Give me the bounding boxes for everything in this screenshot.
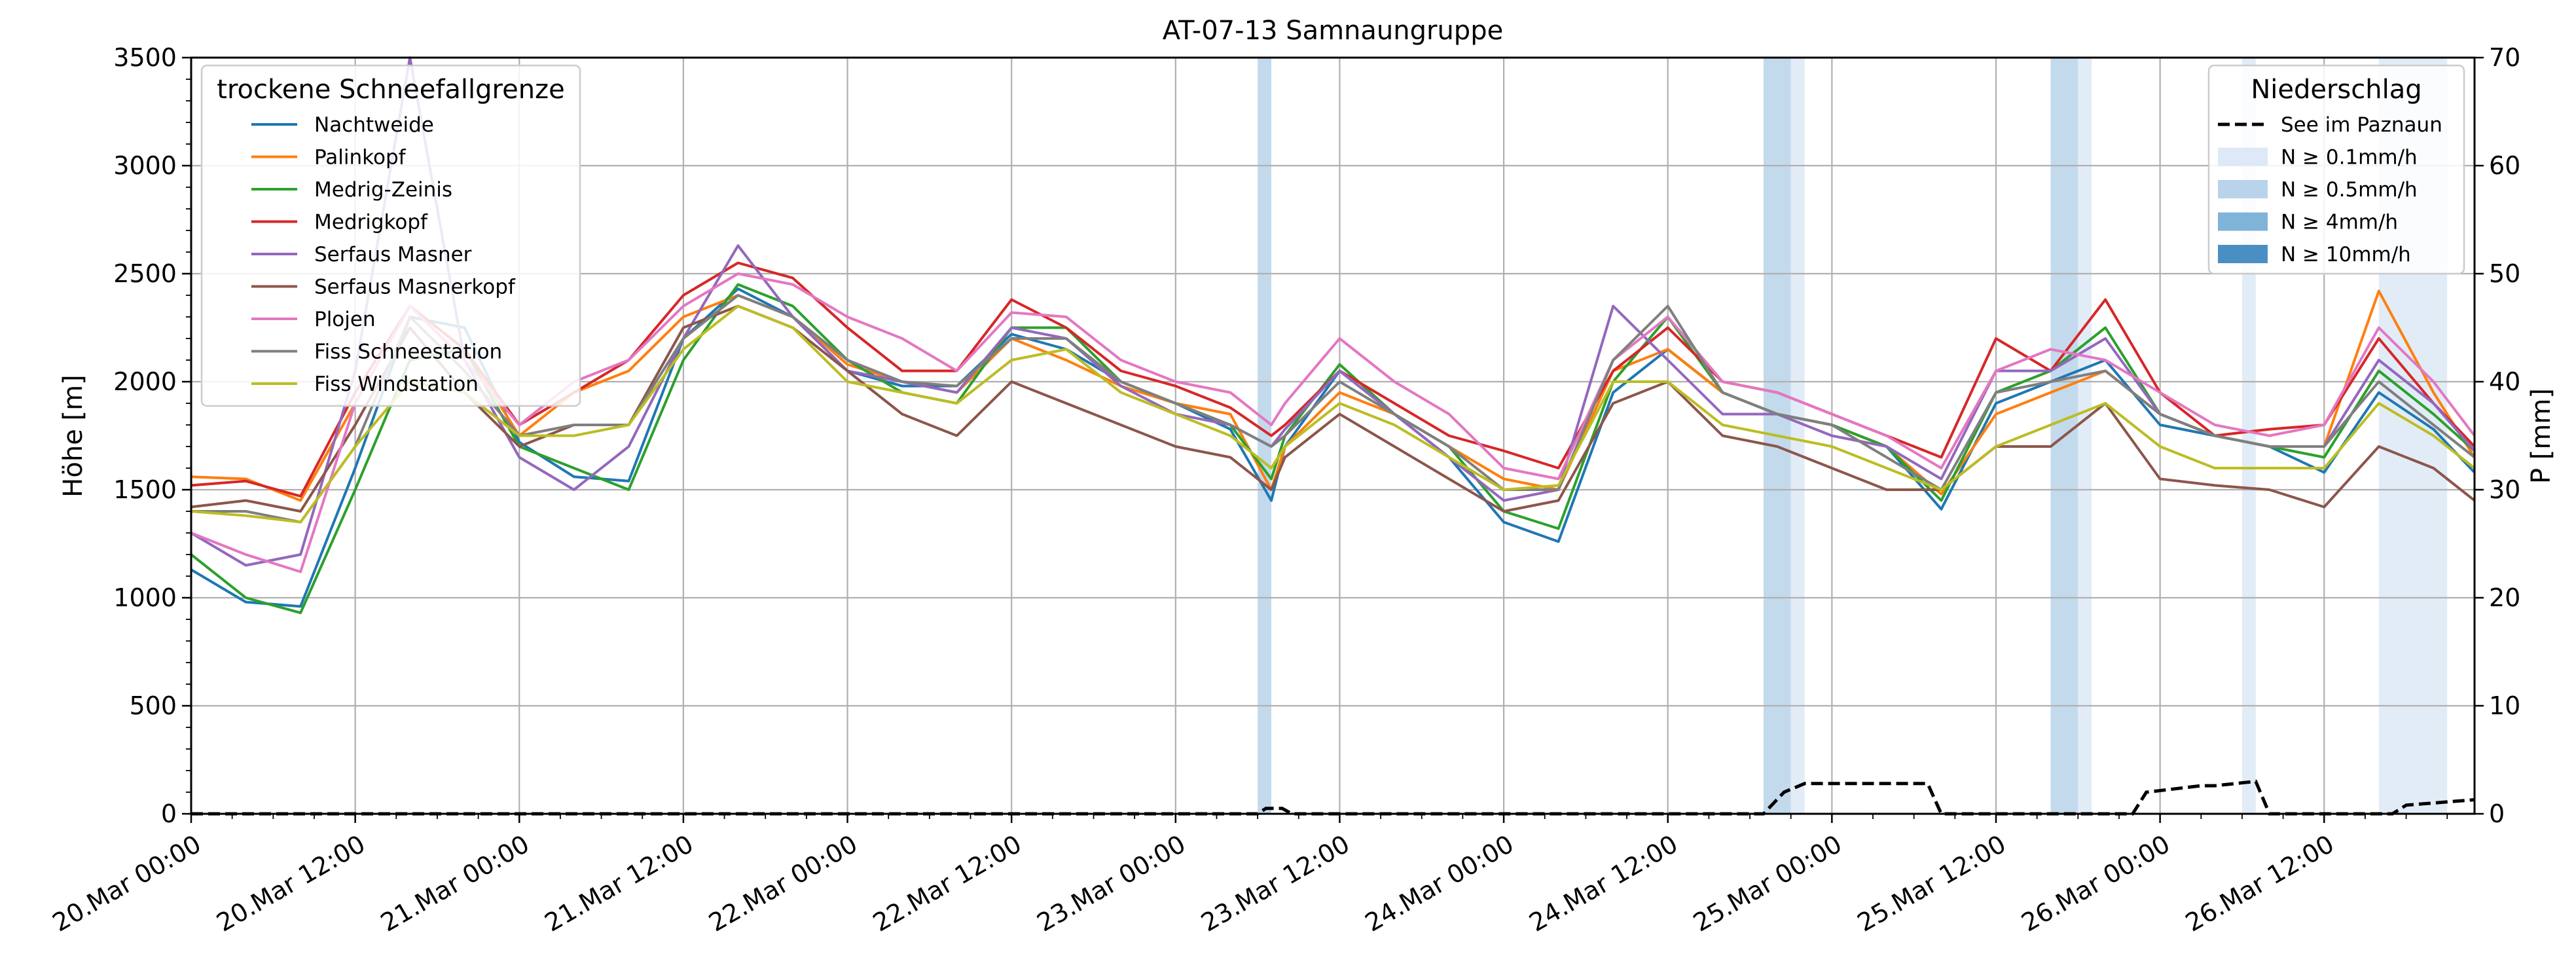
series-line-6 [190,272,2476,574]
legend-swatch-band [2218,147,2268,166]
legend-label-band: N ≥ 4mm/h [2281,211,2398,234]
legend-swatch-band [2218,212,2268,231]
legend-precip: Niederschlag See im Paznaun N ≥ 0.1mm/h N ≥… [2207,64,2465,275]
legend-label-band: N ≥ 10mm/h [2281,243,2411,266]
precip-band-4 [2078,58,2092,814]
legend-swatch-band [2218,180,2268,198]
series-line-8 [190,304,2476,524]
series-line-3 [190,261,2476,498]
series-line-1 [190,289,2476,502]
precip-bands [1258,58,2448,814]
y-tick-label: 500 [129,691,177,720]
plot-frame [190,56,2476,815]
y-tick-label: 1500 [113,475,177,504]
series-line-4 [190,56,2476,567]
legend-label: Serfaus Masner [314,243,472,266]
y2-axis-title: P [mm] [2526,388,2556,484]
legend-label-band: N ≥ 0.1mm/h [2281,146,2418,170]
y2-tick-label: 70 [2489,43,2520,72]
y-tick-label: 3500 [113,43,177,72]
y2-tick-label: 0 [2489,799,2505,828]
legend-label: Medrigkopf [314,211,428,234]
y2-tick-label: 60 [2489,151,2520,180]
legend-label: Fiss Windstation [314,373,479,396]
y2-tick-label: 30 [2489,475,2520,504]
legend-box-right [2207,64,2465,275]
y2-tick-label: 50 [2489,259,2520,288]
legend-label: Plojen [314,308,376,331]
legend-label-precip: See im Paznaun [2281,113,2442,137]
legend-swatch-band [2218,245,2268,263]
legend-label: Medrig-Zeinis [314,178,452,202]
y2-tick-label: 10 [2489,691,2520,720]
precip-band-2 [1790,58,1805,814]
y2-tick-label: 20 [2489,583,2520,612]
series-lines [190,56,2476,615]
legend-snowline: trockene Schneefallgrenze Nachtweide Palin… [200,64,581,407]
y-tick-label: 2500 [113,259,177,288]
series-line-7 [191,294,2476,524]
legend-title-right: Niederschlag [2251,75,2422,105]
legend-label: Fiss Schneestation [314,340,502,364]
legend-label: Palinkopf [314,146,407,170]
y-axis-title: Höhe [m] [58,374,88,497]
chart-title: AT-07-13 Samnaungruppe [1163,16,1503,46]
y-tick-label: 0 [161,799,177,828]
legend-label: Serfaus Masnerkopf [314,276,516,299]
y-tick-label: 2000 [113,367,177,396]
legend-label-band: N ≥ 0.5mm/h [2281,178,2418,202]
precip-band-0 [1258,58,1272,814]
y-tick-label: 3000 [113,151,177,180]
y-tick-label: 1000 [113,583,177,612]
legend-label: Nachtweide [314,113,434,137]
legend-box-left [200,64,581,407]
y2-tick-label: 40 [2489,367,2520,396]
legend-title-left: trockene Schneefallgrenze [217,75,564,105]
